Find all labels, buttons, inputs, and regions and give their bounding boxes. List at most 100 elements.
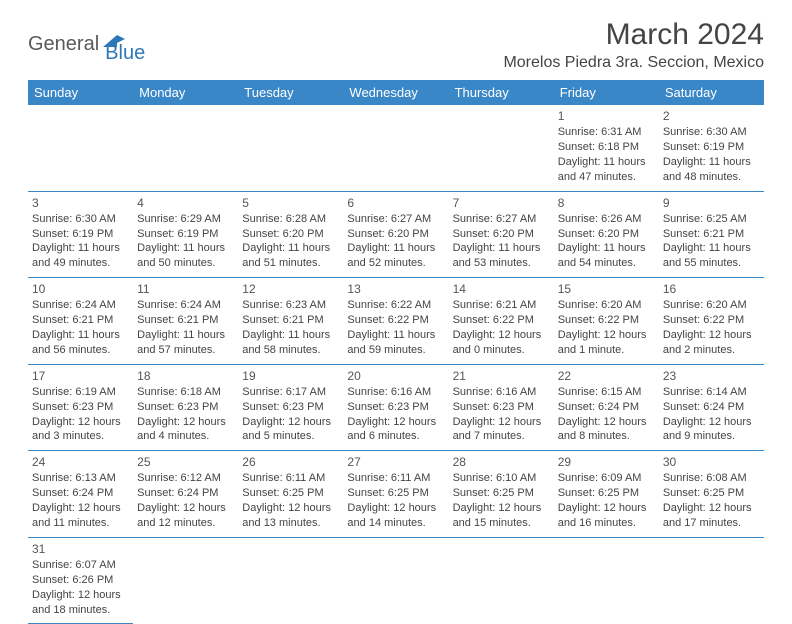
day-number: 2: [663, 108, 760, 124]
daylight-text: Daylight: 12 hours and 16 minutes.: [558, 501, 655, 531]
day-cell: 6Sunrise: 6:27 AMSunset: 6:20 PMDaylight…: [343, 191, 448, 278]
day-cell: 8Sunrise: 6:26 AMSunset: 6:20 PMDaylight…: [554, 191, 659, 278]
week-row: 17Sunrise: 6:19 AMSunset: 6:23 PMDayligh…: [28, 364, 764, 451]
sunset-text: Sunset: 6:21 PM: [242, 313, 339, 328]
sunset-text: Sunset: 6:20 PM: [347, 227, 444, 242]
day-number: 12: [242, 281, 339, 297]
day-cell: 14Sunrise: 6:21 AMSunset: 6:22 PMDayligh…: [449, 278, 554, 365]
sunset-text: Sunset: 6:23 PM: [137, 400, 234, 415]
daylight-text: Daylight: 11 hours and 48 minutes.: [663, 155, 760, 185]
sunset-text: Sunset: 6:18 PM: [558, 140, 655, 155]
header-row: Sunday Monday Tuesday Wednesday Thursday…: [28, 80, 764, 105]
day-cell: [554, 537, 659, 624]
sunset-text: Sunset: 6:19 PM: [137, 227, 234, 242]
day-number: 25: [137, 454, 234, 470]
sunrise-text: Sunrise: 6:30 AM: [663, 125, 760, 140]
day-cell: 31Sunrise: 6:07 AMSunset: 6:26 PMDayligh…: [28, 537, 133, 624]
header: General Blue March 2024 Morelos Piedra 3…: [28, 18, 764, 72]
daylight-text: Daylight: 12 hours and 2 minutes.: [663, 328, 760, 358]
sunset-text: Sunset: 6:25 PM: [663, 486, 760, 501]
day-number: 24: [32, 454, 129, 470]
sunrise-text: Sunrise: 6:11 AM: [242, 471, 339, 486]
day-cell: [133, 537, 238, 624]
daylight-text: Daylight: 12 hours and 11 minutes.: [32, 501, 129, 531]
sunset-text: Sunset: 6:20 PM: [558, 227, 655, 242]
sunrise-text: Sunrise: 6:10 AM: [453, 471, 550, 486]
sunset-text: Sunset: 6:25 PM: [242, 486, 339, 501]
sunset-text: Sunset: 6:21 PM: [137, 313, 234, 328]
sunset-text: Sunset: 6:25 PM: [347, 486, 444, 501]
day-number: 13: [347, 281, 444, 297]
calendar-body: 1Sunrise: 6:31 AMSunset: 6:18 PMDaylight…: [28, 105, 764, 624]
day-number: 18: [137, 368, 234, 384]
sunrise-text: Sunrise: 6:23 AM: [242, 298, 339, 313]
sunset-text: Sunset: 6:24 PM: [558, 400, 655, 415]
day-number: 20: [347, 368, 444, 384]
day-cell: 4Sunrise: 6:29 AMSunset: 6:19 PMDaylight…: [133, 191, 238, 278]
sunrise-text: Sunrise: 6:20 AM: [558, 298, 655, 313]
day-number: 4: [137, 195, 234, 211]
sunset-text: Sunset: 6:21 PM: [663, 227, 760, 242]
day-number: 5: [242, 195, 339, 211]
day-number: 29: [558, 454, 655, 470]
day-cell: 27Sunrise: 6:11 AMSunset: 6:25 PMDayligh…: [343, 451, 448, 538]
sunset-text: Sunset: 6:24 PM: [137, 486, 234, 501]
day-cell: [343, 105, 448, 191]
daylight-text: Daylight: 12 hours and 3 minutes.: [32, 415, 129, 445]
day-cell: 30Sunrise: 6:08 AMSunset: 6:25 PMDayligh…: [659, 451, 764, 538]
daylight-text: Daylight: 12 hours and 14 minutes.: [347, 501, 444, 531]
day-cell: 24Sunrise: 6:13 AMSunset: 6:24 PMDayligh…: [28, 451, 133, 538]
sunrise-text: Sunrise: 6:07 AM: [32, 558, 129, 573]
month-title: March 2024: [503, 18, 764, 52]
daylight-text: Daylight: 12 hours and 15 minutes.: [453, 501, 550, 531]
sunrise-text: Sunrise: 6:21 AM: [453, 298, 550, 313]
daylight-text: Daylight: 12 hours and 7 minutes.: [453, 415, 550, 445]
sunset-text: Sunset: 6:23 PM: [453, 400, 550, 415]
day-cell: 25Sunrise: 6:12 AMSunset: 6:24 PMDayligh…: [133, 451, 238, 538]
day-cell: 9Sunrise: 6:25 AMSunset: 6:21 PMDaylight…: [659, 191, 764, 278]
daylight-text: Daylight: 11 hours and 50 minutes.: [137, 241, 234, 271]
day-cell: 23Sunrise: 6:14 AMSunset: 6:24 PMDayligh…: [659, 364, 764, 451]
sunrise-text: Sunrise: 6:28 AM: [242, 212, 339, 227]
sunrise-text: Sunrise: 6:27 AM: [347, 212, 444, 227]
day-cell: 11Sunrise: 6:24 AMSunset: 6:21 PMDayligh…: [133, 278, 238, 365]
day-cell: 21Sunrise: 6:16 AMSunset: 6:23 PMDayligh…: [449, 364, 554, 451]
day-number: 22: [558, 368, 655, 384]
daylight-text: Daylight: 12 hours and 8 minutes.: [558, 415, 655, 445]
sunrise-text: Sunrise: 6:25 AM: [663, 212, 760, 227]
day-cell: 2Sunrise: 6:30 AMSunset: 6:19 PMDaylight…: [659, 105, 764, 191]
daylight-text: Daylight: 12 hours and 5 minutes.: [242, 415, 339, 445]
sunset-text: Sunset: 6:22 PM: [453, 313, 550, 328]
day-cell: 12Sunrise: 6:23 AMSunset: 6:21 PMDayligh…: [238, 278, 343, 365]
sunset-text: Sunset: 6:19 PM: [32, 227, 129, 242]
sunset-text: Sunset: 6:20 PM: [453, 227, 550, 242]
sunrise-text: Sunrise: 6:09 AM: [558, 471, 655, 486]
day-cell: 26Sunrise: 6:11 AMSunset: 6:25 PMDayligh…: [238, 451, 343, 538]
logo: General Blue: [28, 24, 145, 65]
col-wednesday: Wednesday: [343, 80, 448, 105]
day-cell: [238, 537, 343, 624]
logo-text-general: General: [28, 33, 99, 56]
sunrise-text: Sunrise: 6:18 AM: [137, 385, 234, 400]
daylight-text: Daylight: 12 hours and 1 minute.: [558, 328, 655, 358]
day-cell: [343, 537, 448, 624]
sunset-text: Sunset: 6:23 PM: [242, 400, 339, 415]
sunrise-text: Sunrise: 6:30 AM: [32, 212, 129, 227]
day-cell: 13Sunrise: 6:22 AMSunset: 6:22 PMDayligh…: [343, 278, 448, 365]
daylight-text: Daylight: 12 hours and 13 minutes.: [242, 501, 339, 531]
day-cell: [449, 537, 554, 624]
daylight-text: Daylight: 12 hours and 17 minutes.: [663, 501, 760, 531]
daylight-text: Daylight: 12 hours and 12 minutes.: [137, 501, 234, 531]
sunrise-text: Sunrise: 6:24 AM: [32, 298, 129, 313]
day-number: 9: [663, 195, 760, 211]
sunrise-text: Sunrise: 6:13 AM: [32, 471, 129, 486]
sunset-text: Sunset: 6:23 PM: [32, 400, 129, 415]
calendar-table: Sunday Monday Tuesday Wednesday Thursday…: [28, 80, 764, 624]
col-saturday: Saturday: [659, 80, 764, 105]
daylight-text: Daylight: 11 hours and 56 minutes.: [32, 328, 129, 358]
week-row: 3Sunrise: 6:30 AMSunset: 6:19 PMDaylight…: [28, 191, 764, 278]
day-number: 8: [558, 195, 655, 211]
day-number: 23: [663, 368, 760, 384]
day-cell: [28, 105, 133, 191]
sunrise-text: Sunrise: 6:19 AM: [32, 385, 129, 400]
